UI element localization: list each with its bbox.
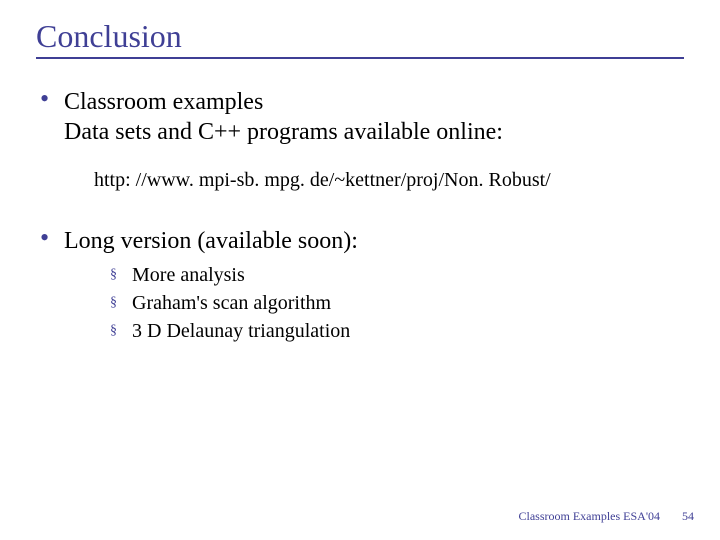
bullet-2: • Long version (available soon): § More … — [36, 226, 684, 346]
bullet-1-body: Classroom examples Data sets and C++ pro… — [64, 87, 503, 147]
bullet-1-url: http: //www. mpi-sb. mpg. de/~kettner/pr… — [94, 169, 684, 192]
footer: Classroom Examples ESA'04 54 — [519, 509, 695, 524]
footer-label: Classroom Examples ESA'04 — [519, 509, 661, 524]
bullet-2-body: Long version (available soon): § More an… — [64, 226, 358, 346]
page-number: 54 — [682, 509, 694, 524]
bullet-1-line-1: Classroom examples — [64, 87, 503, 117]
sub-item-text: More analysis — [132, 262, 245, 288]
bullet-icon: • — [36, 87, 64, 111]
bullet-icon: • — [36, 226, 64, 250]
bullet-2-line-1: Long version (available soon): — [64, 226, 358, 256]
title-rule — [36, 57, 684, 59]
bullet-1: • Classroom examples Data sets and C++ p… — [36, 87, 684, 147]
square-bullet-icon: § — [110, 290, 132, 316]
bullet-2-sublist: § More analysis § Graham's scan algorith… — [110, 262, 358, 344]
sub-item: § More analysis — [110, 262, 358, 288]
sub-item: § 3 D Delaunay triangulation — [110, 318, 358, 344]
sub-item-text: 3 D Delaunay triangulation — [132, 318, 350, 344]
slide-title: Conclusion — [36, 18, 684, 55]
sub-item-text: Graham's scan algorithm — [132, 290, 331, 316]
bullet-1-line-2: Data sets and C++ programs available onl… — [64, 117, 503, 147]
slide: Conclusion • Classroom examples Data set… — [0, 0, 720, 540]
sub-item: § Graham's scan algorithm — [110, 290, 358, 316]
square-bullet-icon: § — [110, 318, 132, 344]
square-bullet-icon: § — [110, 262, 132, 288]
